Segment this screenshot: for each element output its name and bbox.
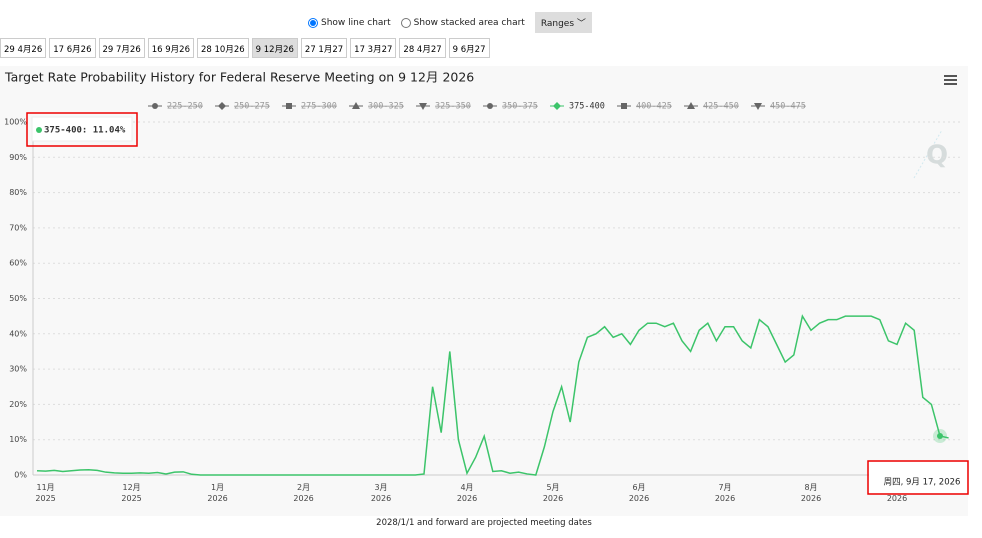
legend-label: 300-325 [368, 102, 404, 112]
highlight-box [26, 112, 138, 147]
y-tick-label: 60% [9, 259, 27, 268]
y-tick-label: 90% [9, 153, 27, 162]
legend-label: 275-300 [301, 102, 337, 112]
radio[interactable] [308, 17, 318, 28]
svg-text:Q: Q [926, 141, 948, 171]
tooltip-label: 375-400: 11.04% [44, 126, 126, 136]
y-tick-label: 70% [9, 223, 27, 232]
legend-marker [553, 102, 561, 110]
legend-label: 250-275 [234, 102, 270, 112]
legend-marker [286, 103, 292, 109]
x-tick-label: 2月 2026 [293, 483, 313, 503]
legend-marker [487, 103, 493, 109]
meeting-tab[interactable]: 28 10月26 [197, 38, 249, 58]
legend-marker [218, 102, 226, 110]
meeting-tab[interactable]: 9 12月26 [251, 38, 298, 58]
dropdown-label: Ranges [540, 19, 575, 29]
legend-item[interactable]: 300-325 [349, 102, 404, 112]
footer-note: 2028/1/1 and forward are projected meeti… [376, 518, 592, 528]
legend-item[interactable]: 400-425 [617, 102, 672, 112]
ranges-dropdown[interactable]: Ranges ﹀ [534, 12, 592, 33]
line-chart-option[interactable]: Show line chart [308, 17, 391, 28]
legend-marker [621, 103, 627, 109]
legend-label: 400-425 [636, 102, 672, 112]
chart-title: Target Rate Probability History for Fede… [4, 70, 474, 85]
legend-label: 450-475 [770, 102, 806, 112]
legend-item[interactable]: 275-300 [282, 102, 337, 112]
meeting-tab[interactable]: 29 4月26 [0, 38, 47, 58]
radio[interactable] [400, 17, 411, 28]
legend-marker [152, 103, 158, 109]
x-tick-label: 1月 2026 [207, 483, 227, 503]
x-tick-label: 4月 2026 [457, 483, 477, 503]
x-tick-label: 3月 2026 [371, 483, 391, 503]
legend-item[interactable]: 350-375 [483, 102, 538, 112]
legend-item[interactable]: 425-450 [684, 102, 739, 112]
x-tick-label: 11月 2025 [35, 483, 55, 503]
legend-marker [754, 103, 762, 110]
meeting-tabs: 29 4月26 17 6月26 29 7月26 16 9月26 28 10月26 9 12… [0, 38, 490, 58]
y-tick-label: 100% [4, 118, 27, 127]
meeting-tab[interactable]: 17 6月26 [49, 38, 96, 58]
legend-marker [419, 103, 427, 110]
x-tick-label: 6月 2026 [629, 483, 649, 503]
x-tick-label: 8月 2026 [801, 483, 821, 503]
y-tick-label: 0% [14, 471, 27, 480]
chart-panel [0, 66, 968, 516]
tooltip-box [31, 116, 133, 142]
meeting-tab[interactable]: 17 3月27 [350, 38, 397, 58]
date-tooltip: 周四, 9月 17, 2026 [884, 478, 961, 488]
option-label: Show line chart [321, 17, 391, 28]
x-tick-label: 7月 2026 [715, 483, 735, 503]
menu-button[interactable] [944, 75, 957, 86]
date-tooltip-box [869, 462, 967, 493]
legend-label: 350-375 [502, 102, 538, 112]
legend-item[interactable]: 375-400 [550, 102, 605, 112]
legend-marker [687, 102, 695, 109]
highlight-box [867, 460, 969, 495]
legend-marker [352, 102, 360, 109]
watermark: Q [913, 129, 948, 179]
legend-label: 325-350 [435, 102, 471, 112]
option-label: Show stacked area chart [413, 17, 525, 28]
legend-item[interactable]: 250-275 [215, 102, 270, 112]
meeting-tab[interactable]: 16 9月26 [147, 38, 194, 58]
x-tick-label: 5月 2026 [543, 483, 563, 503]
legend-label: 375-400 [569, 102, 605, 112]
legend-label: 225-250 [167, 102, 203, 112]
meeting-tab[interactable]: 9 6月27 [448, 38, 490, 58]
y-tick-label: 30% [9, 365, 27, 374]
meeting-tab[interactable]: 29 7月26 [98, 38, 145, 58]
y-tick-label: 50% [9, 294, 27, 303]
tooltip-dot [36, 127, 42, 133]
stacked-chart-option[interactable]: Show stacked area chart [400, 17, 525, 28]
y-tick-label: 80% [9, 188, 27, 197]
hover-point [937, 433, 943, 440]
y-tick-label: 40% [9, 329, 27, 338]
y-tick-label: 10% [9, 435, 27, 444]
legend-item[interactable]: 325-350 [416, 102, 471, 112]
series-line [36, 314, 949, 476]
y-tick-label: 20% [9, 400, 27, 409]
x-tick-label: 12月 2025 [121, 483, 141, 503]
meeting-tab[interactable]: 28 4月27 [399, 38, 446, 58]
legend-item[interactable]: 225-250 [148, 102, 203, 112]
legend-item[interactable]: 450-475 [751, 102, 806, 112]
meeting-tab[interactable]: 27 1月27 [300, 38, 348, 58]
legend-label: 425-450 [703, 102, 739, 112]
chart-controls: Show line chart Show stacked area chart … [308, 12, 592, 33]
